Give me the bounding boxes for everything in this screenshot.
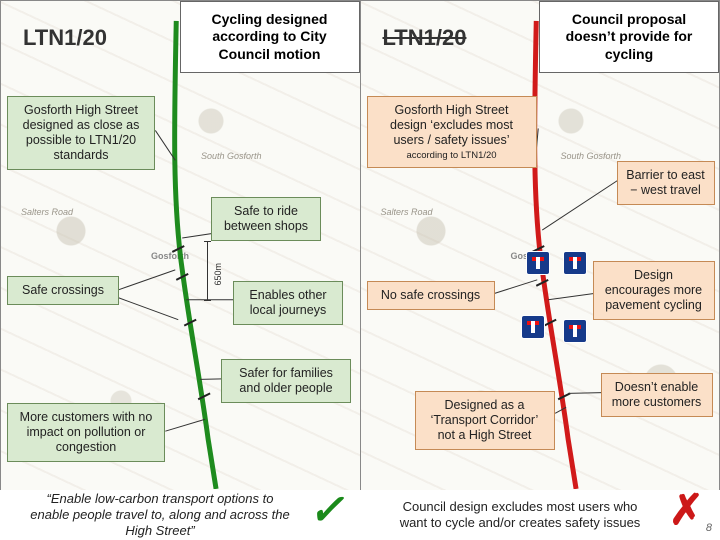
callout-box: Designed as a ‘Transport Corridor’ not a… — [415, 391, 555, 450]
panel-title-left: Cycling designed according to City Counc… — [180, 1, 360, 73]
callout-box: Gosforth High Street design ‘excludes mo… — [367, 96, 537, 168]
footer-left-text: “Enable low-carbon transport options to … — [30, 491, 290, 540]
footer-left: “Enable low-carbon transport options to … — [0, 490, 360, 540]
map-hint: South Gosforth — [561, 151, 622, 161]
callout-box: Safe to ride between shops — [211, 197, 321, 241]
deadend-icon — [563, 319, 587, 343]
footer-right-text: Council design excludes most users who w… — [390, 499, 650, 532]
page-number: 8 — [706, 522, 712, 536]
deadend-icon — [526, 251, 550, 275]
comparison-panels: Regent Centre South Gosforth Salters Roa… — [0, 0, 720, 490]
map-hint: Gosforth — [151, 251, 189, 261]
ltn-label-left: LTN1/20 — [13, 19, 117, 57]
left-panel: Regent Centre South Gosforth Salters Roa… — [0, 1, 360, 491]
footer-right: Council design excludes most users who w… — [360, 490, 720, 540]
callout-box: Design encourages more pavement cycling — [593, 261, 715, 320]
deadend-icon — [521, 315, 545, 339]
callout-box: Barrier to east − west travel — [617, 161, 715, 205]
cross-icon: ✗ — [669, 490, 704, 532]
map-hint: Salters Road — [381, 207, 433, 217]
scale-label: 650m — [213, 263, 223, 286]
callout-box: Doesn’t enable more customers — [601, 373, 713, 417]
deadend-icon — [563, 251, 587, 275]
callout-box: Enables other local journeys — [233, 281, 343, 325]
map-hint: Salters Road — [21, 207, 73, 217]
map-hint: South Gosforth — [201, 151, 262, 161]
ltn-label-right: LTN1/20 — [373, 19, 477, 57]
panel-title-right: Council proposal doesn’t provide for cyc… — [539, 1, 719, 73]
callout-box: Safe crossings — [7, 276, 119, 305]
callout-box: No safe crossings — [367, 281, 495, 310]
callout-box: More customers with no impact on polluti… — [7, 403, 165, 462]
right-panel: Regent Centre South Gosforth Salters Roa… — [360, 1, 720, 491]
tick-icon: ✓ — [309, 490, 344, 532]
callout-box: Gosforth High Street designed as close a… — [7, 96, 155, 170]
callout-box: Safer for families and older people — [221, 359, 351, 403]
scale-marker: 650m — [207, 241, 208, 301]
footer: “Enable low-carbon transport options to … — [0, 490, 720, 540]
